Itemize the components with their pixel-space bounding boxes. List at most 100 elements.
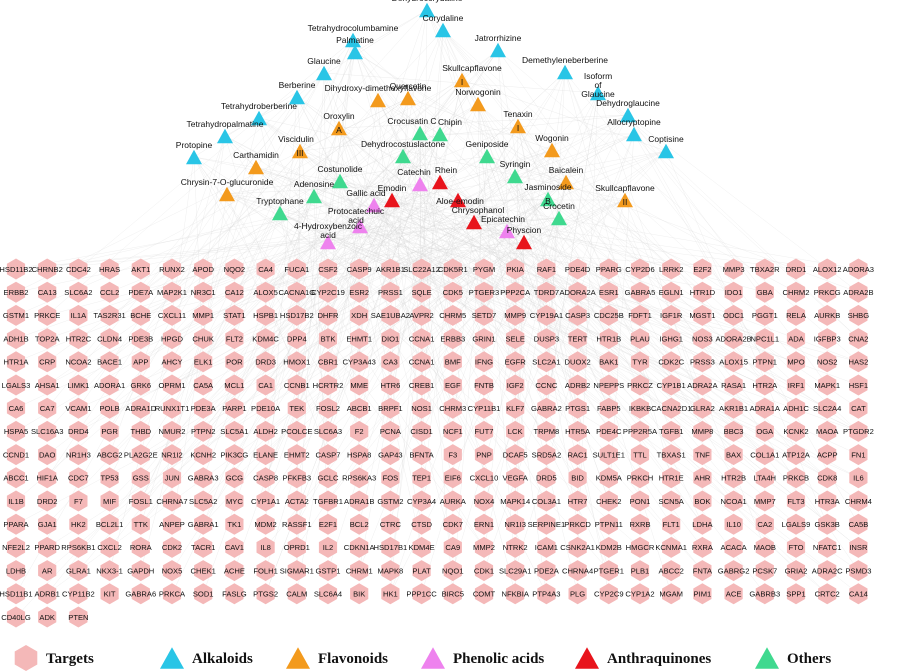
target-node[interactable]: RXRA	[692, 536, 714, 558]
target-node[interactable]: MMP2	[473, 536, 495, 558]
target-node[interactable]: GRIA2	[785, 560, 808, 582]
target-node[interactable]: ADRA1A	[750, 397, 781, 419]
target-node[interactable]: FOSL1	[129, 490, 153, 512]
target-node[interactable]: HTR1B	[596, 328, 621, 350]
target-node[interactable]: CCNA1	[409, 351, 435, 373]
target-node[interactable]: CASP8	[253, 467, 278, 489]
target-node[interactable]: TDRD7	[534, 281, 559, 303]
target-node[interactable]: CCNB1	[284, 374, 310, 396]
target-node[interactable]: IL1B	[6, 490, 26, 512]
target-node[interactable]: TP53	[100, 467, 119, 489]
target-node[interactable]: PGGT1	[752, 304, 778, 326]
target-node[interactable]: CHRM2	[782, 281, 810, 303]
target-node[interactable]: GSK3B	[815, 513, 840, 535]
target-node[interactable]: HAS2	[848, 351, 868, 373]
target-node[interactable]: BAK1	[599, 351, 619, 373]
target-node[interactable]: PTP4A3	[532, 583, 561, 605]
target-node[interactable]: HRAS	[99, 258, 120, 280]
target-node[interactable]: PRKCD	[564, 513, 591, 535]
target-node[interactable]: CACNA1G	[278, 281, 315, 303]
target-node[interactable]: PRKCA	[159, 583, 186, 605]
target-node[interactable]: CYP11B1	[468, 397, 501, 419]
compound-crocetin[interactable]: Crocetin	[543, 201, 575, 226]
target-node[interactable]: NFKBIA	[501, 583, 530, 605]
target-node[interactable]: OPRM1	[158, 374, 186, 396]
target-node[interactable]: LGALS9	[782, 513, 811, 535]
target-node[interactable]: SQLE	[411, 281, 432, 303]
compound-coptisine[interactable]: Coptisine	[648, 134, 684, 159]
target-node[interactable]: NOS2	[817, 351, 838, 373]
compound-oroxylin-a[interactable]: Oroxylin A	[323, 111, 355, 136]
target-node[interactable]: TBXA2R	[750, 258, 780, 280]
target-node[interactable]: LIMK1	[67, 374, 89, 396]
target-node[interactable]: MYC	[225, 490, 244, 512]
target-node[interactable]: PDE3B	[128, 328, 153, 350]
target-node[interactable]: TEK	[287, 397, 306, 419]
target-node[interactable]: NR3C1	[191, 281, 216, 303]
target-node[interactable]: PCSK7	[752, 560, 777, 582]
target-node[interactable]: CAV1	[225, 536, 244, 558]
compound-4-hydroxybenzoic-acid[interactable]: 4-Hydroxybenzoic acid	[294, 221, 363, 250]
target-node[interactable]: SLC29A1	[499, 560, 532, 582]
compound-syringin[interactable]: Syringin	[500, 159, 531, 184]
target-node[interactable]: CDK1	[474, 560, 494, 582]
target-node[interactable]: SLC6A2	[64, 281, 93, 303]
target-node[interactable]: TTK	[131, 513, 150, 535]
target-node[interactable]: PRKCZ	[627, 374, 653, 396]
target-node[interactable]: HCRTR2	[313, 374, 344, 396]
target-node[interactable]: IL8	[256, 536, 275, 558]
target-node[interactable]: ADRB1	[35, 583, 60, 605]
target-node[interactable]: INSR	[849, 536, 868, 558]
target-node[interactable]: ACTA2	[285, 490, 309, 512]
target-node[interactable]: CDK5	[443, 281, 463, 303]
target-node[interactable]: IRF1	[786, 374, 806, 396]
target-node[interactable]: MMP8	[691, 420, 713, 442]
target-node[interactable]: CA5A	[193, 374, 214, 396]
target-node[interactable]: RASA1	[721, 374, 746, 396]
target-node[interactable]: BFNTA	[409, 444, 435, 466]
target-node[interactable]: PNP	[474, 444, 494, 466]
compound-aloe-emodin[interactable]: Aloe-emodin	[436, 192, 484, 208]
target-node[interactable]: SULT1E1	[593, 444, 625, 466]
target-node[interactable]: CXCL11	[158, 304, 186, 326]
target-node[interactable]: CTSD	[411, 513, 432, 535]
target-node[interactable]: CBR1	[318, 351, 338, 373]
target-node[interactable]: CA7	[38, 397, 57, 419]
target-node[interactable]: CA3	[381, 351, 400, 373]
target-node[interactable]: CA14	[849, 583, 868, 605]
target-node[interactable]: CXCL2	[97, 536, 122, 558]
target-node[interactable]: ADRA2C	[812, 560, 843, 582]
target-node[interactable]: SAE1UBA2	[371, 304, 410, 326]
target-node[interactable]: CHRM1	[346, 560, 373, 582]
target-node[interactable]: ADORA2B	[715, 328, 752, 350]
target-node[interactable]: DRD5	[536, 467, 557, 489]
target-node[interactable]: ADH1B	[3, 328, 29, 350]
target-node[interactable]: LDHB	[6, 560, 26, 582]
target-node[interactable]: PGR	[100, 420, 119, 442]
target-node[interactable]: ADK	[38, 606, 57, 628]
target-node[interactable]: IGHG1	[659, 328, 683, 350]
target-node[interactable]: F3	[443, 444, 462, 466]
target-node[interactable]: ALOX12	[813, 258, 842, 280]
target-node[interactable]: SRD5A2	[532, 444, 562, 466]
target-node[interactable]: GSTP1	[316, 560, 341, 582]
target-node[interactable]: CASP3	[565, 304, 590, 326]
target-node[interactable]: NTRK2	[503, 536, 528, 558]
target-node[interactable]: CCNC	[535, 374, 558, 396]
target-node[interactable]: BCL2L1	[96, 513, 123, 535]
compound-tryptophane[interactable]: Tryptophane	[256, 196, 304, 221]
compound-costunolide[interactable]: Costunolide	[318, 164, 363, 189]
target-node[interactable]: SOD1	[193, 583, 214, 605]
target-node[interactable]: CHEK1	[191, 560, 216, 582]
target-node[interactable]: CDK2	[162, 536, 182, 558]
target-node[interactable]: CHRM3	[439, 397, 466, 419]
target-node[interactable]: DIO1	[381, 328, 400, 350]
target-node[interactable]: VCAM1	[65, 397, 91, 419]
target-node[interactable]: ERN1	[474, 513, 494, 535]
target-node[interactable]: RAF1	[537, 258, 556, 280]
compound-physcion[interactable]: Physcion	[507, 225, 542, 250]
target-node[interactable]: CDKN1A	[344, 536, 376, 558]
compound-dehydrocostuslactone[interactable]: Dehydrocostuslactone	[361, 139, 445, 164]
target-node[interactable]: ACACA	[721, 536, 748, 558]
target-node[interactable]: TOP2A	[35, 328, 61, 350]
